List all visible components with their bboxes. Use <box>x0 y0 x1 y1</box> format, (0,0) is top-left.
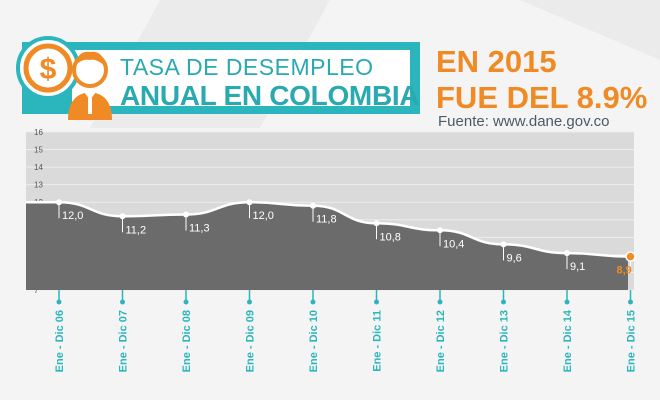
data-label: 9,6 <box>507 252 522 264</box>
data-label: 9,1 <box>570 261 585 273</box>
x-tick-dot <box>310 299 316 305</box>
chart-title-line1: TASA DE DESEMPLEO <box>120 54 374 80</box>
y-tick-label: 14 <box>34 163 43 172</box>
data-point <box>373 220 380 227</box>
data-label: 12,0 <box>253 210 274 222</box>
source-note: Fuente: www.dane.gov.co <box>438 113 610 130</box>
data-label: 11,8 <box>316 214 337 226</box>
x-tick-label: Ene - Dic 10 <box>308 310 320 372</box>
data-label: 11,3 <box>189 223 210 235</box>
data-point <box>437 227 443 234</box>
x-tick-label: Ene - Dic 06 <box>54 310 66 372</box>
x-tick-dot <box>374 299 379 305</box>
x-tick-label: Ene - Dic 11 <box>372 310 384 372</box>
data-point <box>183 211 189 218</box>
data-point <box>625 251 636 262</box>
x-tick-dot <box>437 299 443 305</box>
x-tick-label: Ene - Dic 07 <box>118 310 130 372</box>
x-tick-dot <box>247 299 252 305</box>
data-point <box>56 199 62 206</box>
unemployment-badge: $ <box>16 36 112 120</box>
data-label: 8,9 <box>617 265 632 277</box>
title-banner-panel <box>72 50 410 106</box>
x-tick-label: Ene - Dic 14 <box>562 309 574 372</box>
x-tick-dot <box>564 299 570 305</box>
plot-area: 7891011121314151612,011,211,312,011,810,… <box>26 128 638 372</box>
y-tick-label: 15 <box>34 146 43 155</box>
series-area <box>26 202 631 290</box>
y-tick-label: 16 <box>34 128 43 137</box>
x-tick-dot <box>628 299 633 305</box>
data-point <box>246 199 253 206</box>
x-tick-label: Ene - Dic 08 <box>181 310 193 372</box>
x-tick-label: Ene - Dic 12 <box>435 310 447 372</box>
x-tick-label: Ene - Dic 13 <box>499 310 511 372</box>
businessman-icon <box>68 51 112 120</box>
y-tick-label: 13 <box>34 181 43 190</box>
data-point <box>119 213 126 220</box>
data-label: 10,4 <box>443 238 464 250</box>
data-point <box>500 241 507 248</box>
x-tick-label: Ene - Dic 15 <box>626 310 638 372</box>
svg-text:$: $ <box>40 53 57 86</box>
highlight-year: EN 2015 <box>436 44 557 79</box>
data-label: 11,2 <box>126 224 147 236</box>
x-tick-dot <box>56 299 62 305</box>
x-tick-dot <box>120 299 125 305</box>
data-label: 10,8 <box>380 231 401 243</box>
chart-title-line2: ANUAL EN COLOMBIA <box>120 80 420 111</box>
y-tick-label: 7 <box>34 286 39 295</box>
x-tick-label: Ene - Dic 09 <box>245 310 257 372</box>
x-tick-dot <box>501 299 506 305</box>
highlight-rate: FUE DEL 8.9% <box>436 80 648 115</box>
unemployment-area-chart: 7891011121314151612,011,211,312,011,810,… <box>26 128 638 372</box>
data-point <box>310 202 316 209</box>
x-tick-dot <box>183 299 189 305</box>
data-point <box>564 250 570 257</box>
data-label: 12,0 <box>62 210 83 222</box>
dollar-coin-icon: $ <box>16 36 80 100</box>
